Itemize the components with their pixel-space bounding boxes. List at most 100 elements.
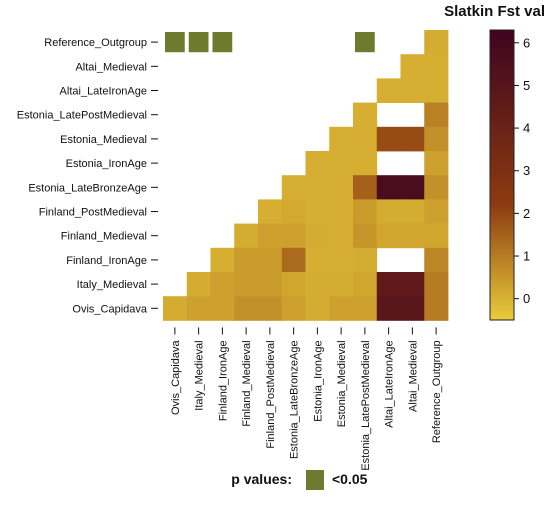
heatmap-cell [258, 247, 283, 273]
heatmap-cell [353, 151, 378, 176]
heatmap-cell [305, 247, 330, 273]
heatmap-cell [329, 199, 354, 224]
heatmap-cell [329, 247, 354, 273]
row-label: Reference_Outgroup [44, 37, 147, 49]
heatmap-cell [424, 296, 449, 321]
heatmap-cell [400, 175, 425, 200]
significant-cell [188, 32, 209, 53]
heatmap-cell [329, 126, 354, 152]
heatmap-cell [424, 199, 449, 224]
heatmap-cell [400, 296, 425, 321]
p-value-legend: p values: <0.05 [231, 470, 368, 490]
heatmap-cell [281, 296, 306, 321]
heatmap-cell [424, 272, 449, 297]
heatmap-cell [186, 272, 211, 297]
heatmap-cell [234, 247, 259, 273]
legend-swatch [306, 470, 324, 490]
column-label: Estonia_Medieval [336, 340, 348, 427]
row-label: Altai_LateIronAge [60, 86, 147, 98]
heatmap-cell [400, 272, 425, 297]
heatmap-cell [353, 126, 378, 152]
heatmap-cell [234, 296, 259, 321]
significant-cell [355, 32, 375, 53]
column-labels: Ovis_Capidava Italy_Medieval Finland_IronA… [170, 327, 443, 471]
heatmap-cell [258, 199, 283, 224]
heatmap-cell [258, 272, 283, 297]
heatmap-cell [424, 175, 449, 200]
colorbar-tick-label: 6 [523, 35, 530, 50]
heatmap-cell [305, 199, 330, 224]
colorbar-tick-label: 1 [523, 249, 530, 264]
heatmap-cell [210, 247, 235, 273]
heatmap-cell [234, 223, 259, 249]
heatmap-cell [424, 78, 449, 103]
heatmap-cell [400, 223, 425, 249]
heatmap-cell [424, 151, 449, 176]
row-label: Estonia_LatePostMedieval [17, 110, 147, 122]
significant-cell [165, 32, 185, 53]
heatmap-cell [329, 272, 354, 297]
heatmap-cell [353, 272, 378, 297]
heatmap-cell [376, 272, 401, 297]
heatmap-cell [424, 126, 449, 152]
heatmap-cell [210, 272, 235, 297]
heatmap-cell [353, 247, 378, 273]
heatmap-cell [329, 223, 354, 249]
heatmap-cells [163, 30, 449, 321]
row-label: Finland_PostMedieval [39, 207, 147, 219]
heatmap-cell [376, 296, 401, 321]
significance-markers [165, 32, 375, 53]
column-label: Finland_PostMedieval [265, 340, 277, 448]
heatmap-cell [376, 126, 401, 152]
heatmap-cell [424, 30, 449, 55]
colorbar-tick-label: 3 [523, 163, 530, 178]
heatmap-cell [258, 296, 283, 321]
heatmap-cell [376, 223, 401, 249]
heatmap-cell [353, 223, 378, 249]
heatmap-cell [305, 223, 330, 249]
colorbar-tick-label: 4 [523, 121, 530, 136]
row-label: Altai_Medieval [75, 61, 147, 73]
heatmap-cell [234, 272, 259, 297]
column-label: Italy_Medieval [194, 340, 206, 410]
heatmap-cell [353, 296, 378, 321]
heatmap-cell [305, 296, 330, 321]
heatmap-cell [376, 78, 401, 103]
heatmap-cell [400, 126, 425, 152]
row-labels: Reference_Outgroup Altai_Medieval Altai_La… [17, 37, 158, 315]
heatmap-cell [305, 272, 330, 297]
heatmap-cell [353, 175, 378, 200]
heatmap-cell [400, 54, 425, 79]
heatmap-cell [281, 199, 306, 224]
heatmap-cell [210, 296, 235, 321]
colorbar-gradient [489, 29, 515, 321]
heatmap-cell [400, 78, 425, 103]
significant-cell [212, 32, 233, 53]
heatmap-cell [186, 296, 211, 321]
column-label: Estonia_IronAge [312, 340, 324, 421]
row-label: Finland_IronAge [66, 255, 147, 267]
heatmap-cell [376, 199, 401, 224]
heatmap-cell [281, 223, 306, 249]
heatmap-cell [305, 151, 330, 176]
colorbar-tick-label: 5 [523, 78, 530, 93]
colorbar: 0 1 2 3 4 5 6 [489, 29, 530, 321]
column-label: Altai_LateIronAge [384, 340, 396, 427]
column-label: Reference_Outgroup [431, 340, 443, 443]
heatmap-cell [353, 199, 378, 224]
heatmap-cell [281, 272, 306, 297]
heatmap-cell [258, 223, 283, 249]
heatmap-cell [400, 199, 425, 224]
colorbar-title: Slatkin Fst val [444, 3, 545, 20]
heatmap-cell [329, 151, 354, 176]
row-label: Italy_Medieval [77, 279, 147, 291]
colorbar-tick-label: 2 [523, 206, 530, 221]
heatmap-cell [353, 102, 378, 128]
heatmap-cell [329, 296, 354, 321]
colorbar-tick-label: 0 [523, 291, 530, 306]
column-label: Ovis_Capidava [170, 340, 182, 415]
column-label: Estonia_LateBronzeAge [289, 340, 301, 459]
legend-value: <0.05 [332, 471, 368, 487]
heatmap-cell [424, 102, 449, 128]
